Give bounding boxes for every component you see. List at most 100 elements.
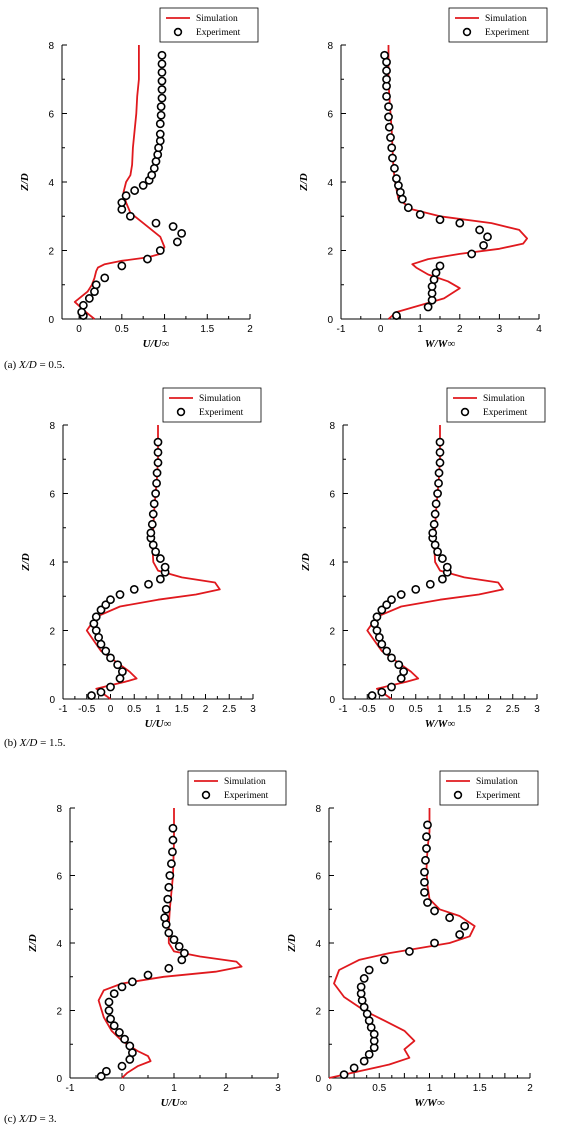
experiment-point xyxy=(460,921,470,931)
experiment-point xyxy=(157,93,167,103)
experiment-point xyxy=(157,76,167,86)
experiment-point xyxy=(152,468,162,478)
experiment-point xyxy=(160,562,170,572)
experiment-point xyxy=(90,287,99,296)
legend-simulation-label: Simulation xyxy=(485,14,527,24)
x-tick-label: 1.5 xyxy=(457,704,471,715)
experiment-point xyxy=(96,687,106,697)
x-tick-label: 1 xyxy=(437,704,443,715)
experiment-point xyxy=(148,509,158,519)
legend: Simulation Experiment xyxy=(187,770,287,806)
legend-experiment-label: Experiment xyxy=(476,791,521,801)
chart-a-U: 0 0.5 1 1.5 2 0 2 4 6 8 U/U∞ Z/D Simulation Experimen… xyxy=(19,7,259,350)
experiment-point xyxy=(475,225,484,235)
x-tick-label: 0 xyxy=(119,1083,125,1094)
legend-simulation-label: Simulation xyxy=(476,777,518,787)
experiment-point xyxy=(467,249,477,259)
y-axis-label: Z/D xyxy=(286,934,298,953)
x-tick-label: 1.5 xyxy=(175,704,189,715)
experiment-point xyxy=(429,519,439,529)
experiment-point xyxy=(396,590,406,599)
x-tick-label: 1.5 xyxy=(473,1083,487,1094)
experiment-point xyxy=(423,302,433,312)
x-tick-label: 0 xyxy=(108,704,114,715)
y-tick-label: 4 xyxy=(327,178,333,189)
y-tick-label: 0 xyxy=(49,695,55,706)
experiment-point xyxy=(428,528,438,538)
x-tick-label: 3 xyxy=(534,704,540,715)
x-tick-label: 2 xyxy=(203,704,209,715)
experiment-point xyxy=(438,574,447,584)
experiment-point xyxy=(483,232,492,242)
x-axis-label: W/W∞ xyxy=(425,338,456,350)
x-tick-label: 2 xyxy=(457,324,463,335)
experiment-point xyxy=(403,203,413,213)
experiment-point xyxy=(117,982,127,992)
y-axis-label: Z/D xyxy=(298,173,310,192)
caption-a: (a) X/D = 0.5. xyxy=(4,359,65,371)
experiment-point xyxy=(138,181,148,190)
y-tick-label: 2 xyxy=(48,247,54,258)
experiment-point xyxy=(168,823,178,833)
experiment-point xyxy=(121,191,131,201)
experiment-point xyxy=(96,605,106,615)
experiment-point xyxy=(147,519,157,529)
caption-b-value: = 1.5. xyxy=(40,737,66,749)
y-tick-label: 4 xyxy=(329,558,335,569)
experiment-point xyxy=(143,254,152,264)
experiment-point xyxy=(117,667,127,676)
experiment-point xyxy=(127,977,137,987)
x-tick-label: -0.5 xyxy=(359,704,377,715)
x-tick-label: 0 xyxy=(76,324,82,335)
experiment-point xyxy=(421,855,430,865)
experiment-point xyxy=(101,600,111,610)
experiment-point xyxy=(143,970,153,980)
experiment-point xyxy=(434,478,443,488)
experiment-point xyxy=(91,280,101,290)
legend: Simulation Experiment xyxy=(448,7,548,43)
experiment-point xyxy=(153,447,163,457)
experiment-point xyxy=(106,595,115,605)
experiment-point xyxy=(165,871,175,880)
y-tick-label: 0 xyxy=(56,1074,62,1085)
x-tick-label: 0.5 xyxy=(127,704,141,715)
experiment-point xyxy=(384,102,393,112)
experiment-point xyxy=(125,1041,135,1051)
experiment-point xyxy=(109,989,119,999)
y-tick-label: 4 xyxy=(48,178,54,189)
experiment-point xyxy=(435,458,445,468)
simulation-line xyxy=(328,808,476,1079)
experiment-point xyxy=(367,691,377,700)
legend-box xyxy=(446,387,546,423)
experiment-point xyxy=(356,982,366,992)
y-axis-label: Z/D xyxy=(20,553,32,572)
experiment-point xyxy=(445,913,454,923)
y-tick-label: 6 xyxy=(315,872,321,883)
y-axis-label: Z/D xyxy=(27,934,39,953)
experiment-point xyxy=(455,218,465,228)
legend-box xyxy=(187,770,287,806)
legend-box xyxy=(448,7,548,43)
legend-experiment-swatch xyxy=(453,790,463,800)
experiment-point xyxy=(157,85,167,94)
experiment-point xyxy=(168,835,178,845)
experiment-point xyxy=(359,974,369,983)
experiment-point xyxy=(382,600,392,610)
y-tick-label: 8 xyxy=(49,421,55,432)
experiment-point xyxy=(372,612,382,622)
experiment-point xyxy=(423,898,432,907)
experiment-point xyxy=(388,153,397,163)
caption-a-prefix: (a) xyxy=(4,359,17,371)
legend-experiment-label: Experiment xyxy=(224,791,269,801)
experiment-point xyxy=(168,222,178,231)
x-tick-label: -1 xyxy=(66,1083,75,1094)
experiment-point xyxy=(106,653,115,663)
legend-box xyxy=(159,7,259,43)
experiment-point xyxy=(387,143,397,153)
experiment-point xyxy=(174,941,184,951)
x-axis-label: U/U∞ xyxy=(161,1097,188,1109)
x-tick-label: 1 xyxy=(417,324,423,335)
experiment-point xyxy=(129,585,139,594)
experiment-point xyxy=(479,240,488,250)
experiment-point xyxy=(104,1006,114,1015)
